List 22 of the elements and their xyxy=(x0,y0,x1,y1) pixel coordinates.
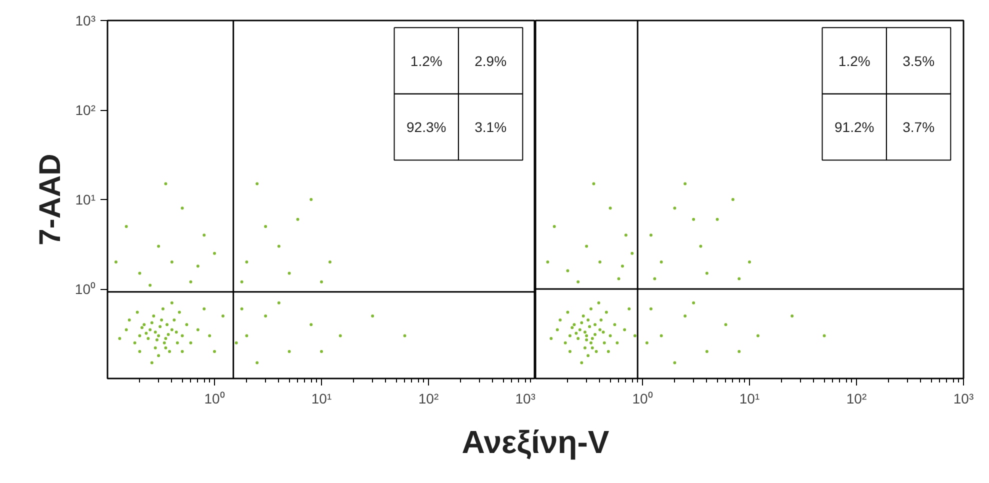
annotation: 3.1% xyxy=(474,119,507,136)
y-axis-title: 7-AAD xyxy=(34,154,67,246)
annotation: 3.5% xyxy=(902,52,935,69)
x-tick-label: 10¹ xyxy=(739,390,760,406)
x-tick-label: 10³ xyxy=(515,390,536,406)
y-tick-label: 10³ xyxy=(75,12,96,28)
y-tick-label: 10¹ xyxy=(75,192,96,208)
y-tick-label: 10⁰ xyxy=(74,281,96,297)
annotation: 2.9% xyxy=(474,52,507,69)
x-tick-label: 10⁰ xyxy=(204,390,225,406)
annotation: 3.7% xyxy=(902,119,935,136)
y-tick-label: 10² xyxy=(75,102,96,118)
x-tick-label: 10⁰ xyxy=(632,390,653,406)
x-tick-label: 10¹ xyxy=(311,390,332,406)
x-tick-label: 10³ xyxy=(953,390,974,406)
annotation: 1.2% xyxy=(838,52,870,69)
x-tick-label: 10² xyxy=(846,390,867,406)
annotation: 1.2% xyxy=(410,52,442,69)
x-tick-label: 10² xyxy=(418,390,439,406)
x-axis-title: Ανεξίνη-V xyxy=(462,423,610,462)
annotation: 92.3% xyxy=(406,119,446,136)
annotation: 91.2% xyxy=(834,119,874,136)
